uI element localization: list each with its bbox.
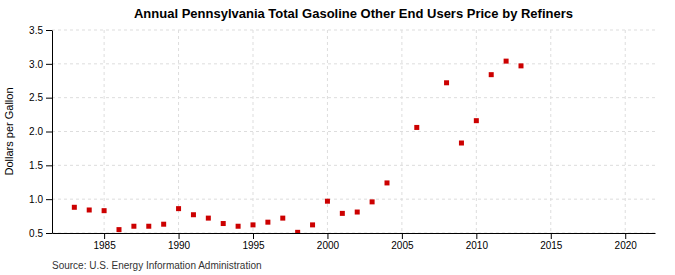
- point: [117, 227, 122, 232]
- y-tick: 3.0: [29, 59, 52, 70]
- x-tick: 1995: [242, 233, 265, 251]
- grid-line-x: [476, 30, 477, 233]
- point: [519, 63, 524, 68]
- y-tick-mark: [46, 165, 52, 166]
- grid-line-y: [52, 30, 655, 31]
- y-tick-label: 2.5: [29, 92, 43, 103]
- y-tick-label: 3.0: [29, 59, 43, 70]
- y-tick-label: 2.0: [29, 126, 43, 137]
- point: [414, 125, 419, 130]
- x-tick: 2005: [391, 233, 414, 251]
- y-tick-label: 1.5: [29, 160, 43, 171]
- plot-area: 1985 1990 1995 2000 2005 2010 2015 2020 0.5 1.0 1.…: [29, 25, 655, 251]
- y-tick: 1.5: [29, 160, 52, 171]
- point: [325, 199, 330, 204]
- x-tick-label: 1995: [242, 240, 265, 251]
- x-tick: 2000: [317, 233, 340, 251]
- y-tick-mark: [46, 233, 52, 234]
- point: [236, 224, 241, 229]
- grid-line-y: [52, 199, 655, 200]
- point: [206, 216, 211, 221]
- grid-line-y: [52, 131, 655, 132]
- y-tick: 0.5: [29, 228, 52, 239]
- x-tick-mark: [104, 233, 105, 239]
- point: [72, 205, 77, 210]
- point: [295, 230, 300, 233]
- y-tick-mark: [46, 199, 52, 200]
- point: [87, 207, 92, 212]
- point: [355, 210, 360, 215]
- y-tick-mark: [46, 98, 52, 99]
- x-tick: 1990: [168, 233, 191, 251]
- point: [444, 80, 449, 85]
- y-axis: 0.5 1.0 1.5 2.0 2.5 3.0 3.5: [29, 25, 52, 239]
- x-tick-label: 2020: [615, 240, 638, 251]
- point: [459, 141, 464, 146]
- y-tick-label: 3.5: [29, 25, 43, 36]
- x-tick-mark: [327, 233, 328, 239]
- point: [280, 216, 285, 221]
- y-axis-line: [52, 31, 53, 234]
- y-tick: 1.0: [29, 194, 52, 205]
- point: [265, 220, 270, 225]
- x-tick: 2010: [466, 233, 489, 251]
- point: [251, 222, 256, 227]
- grid-line-y: [52, 233, 655, 234]
- annotation: Source: U.S. Energy Information Administ…: [52, 260, 262, 271]
- point: [504, 59, 509, 64]
- y-axis-label: Dollars per Gallon: [3, 87, 15, 175]
- grid: [52, 30, 655, 233]
- point: [161, 222, 166, 227]
- chart: 1985 1990 1995 2000 2005 2010 2015 2020 0.5 1.0 1.…: [0, 0, 675, 275]
- y-tick-mark: [46, 64, 52, 65]
- x-axis-line: [53, 233, 656, 234]
- x-tick: 2015: [540, 233, 563, 251]
- x-tick-label: 2000: [317, 240, 340, 251]
- point: [340, 211, 345, 216]
- y-tick: 2.0: [29, 126, 52, 137]
- point: [191, 212, 196, 217]
- x-tick-mark: [402, 233, 403, 239]
- point: [221, 221, 226, 226]
- y-tick-label: 0.5: [29, 228, 43, 239]
- y-tick-label: 1.0: [29, 194, 43, 205]
- y-tick: 2.5: [29, 92, 52, 103]
- x-tick-mark: [253, 233, 254, 239]
- grid-line-y: [52, 165, 655, 166]
- grid-line-y: [52, 97, 655, 98]
- point: [131, 224, 136, 229]
- x-tick-mark: [476, 233, 477, 239]
- x-tick: 2020: [615, 233, 638, 251]
- y-tick-mark: [46, 132, 52, 133]
- point: [146, 224, 151, 229]
- points: [72, 59, 524, 233]
- title: Annual Pennsylvania Total Gasoline Other…: [134, 6, 573, 21]
- x-tick-label: 1990: [168, 240, 191, 251]
- point: [474, 118, 479, 123]
- x-tick-label: 2005: [391, 240, 414, 251]
- x-tick-mark: [179, 233, 180, 239]
- y-tick-mark: [46, 30, 52, 31]
- x-tick-mark: [551, 233, 552, 239]
- grid-line-x: [104, 30, 105, 233]
- x-tick-mark: [625, 233, 626, 239]
- x-axis: 1985 1990 1995 2000 2005 2010 2015 2020: [53, 233, 656, 251]
- x-tick-label: 2015: [540, 240, 563, 251]
- point: [489, 72, 494, 77]
- x-tick: 1985: [93, 233, 116, 251]
- point: [102, 208, 107, 213]
- y-tick: 3.5: [29, 25, 52, 36]
- point: [385, 180, 390, 185]
- point: [370, 199, 375, 204]
- point: [310, 222, 315, 227]
- x-tick-label: 1985: [93, 240, 116, 251]
- x-tick-label: 2010: [466, 240, 489, 251]
- point: [176, 206, 181, 211]
- grid-line-y: [52, 63, 655, 64]
